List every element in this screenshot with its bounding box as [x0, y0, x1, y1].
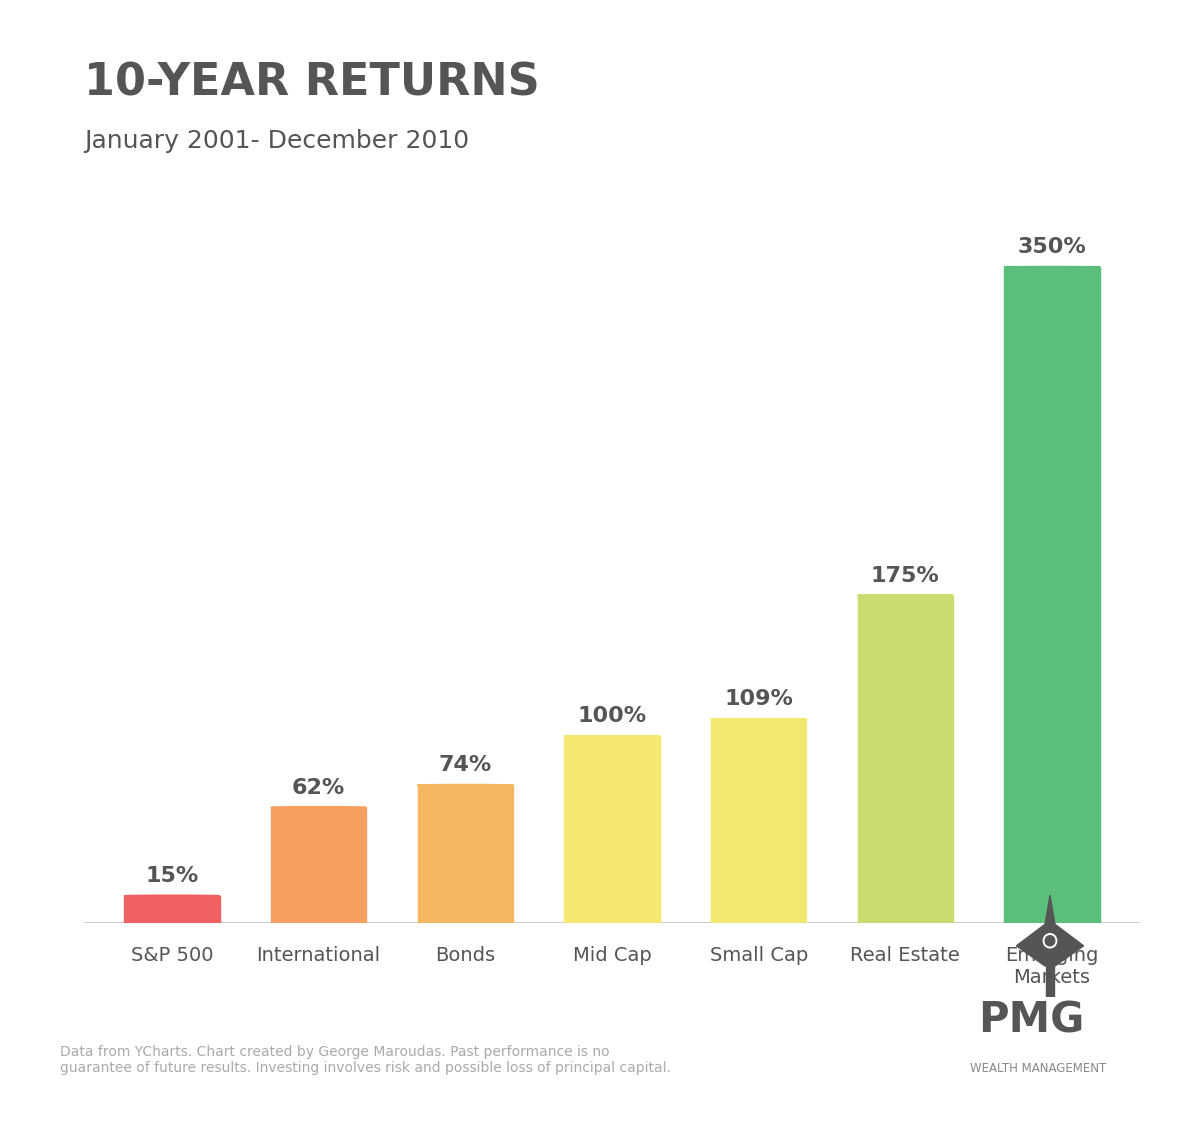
Bar — [858, 596, 953, 923]
Bar — [125, 896, 220, 923]
Circle shape — [1043, 933, 1057, 948]
Text: 350%: 350% — [1018, 238, 1086, 257]
Polygon shape — [1046, 940, 1054, 997]
Bar — [564, 736, 660, 923]
Text: 100%: 100% — [577, 706, 647, 726]
Bar — [710, 720, 806, 923]
Text: 175%: 175% — [871, 565, 940, 586]
Circle shape — [1045, 936, 1055, 946]
Text: Data from YCharts. Chart created by George Maroudas. Past performance is no
guar: Data from YCharts. Chart created by Geor… — [60, 1045, 671, 1075]
Polygon shape — [1043, 895, 1057, 940]
Bar — [1004, 267, 1099, 923]
Text: 15%: 15% — [145, 866, 199, 886]
Bar — [418, 785, 514, 923]
Text: 109%: 109% — [725, 689, 793, 709]
Bar — [271, 807, 366, 923]
Text: International: International — [257, 946, 380, 965]
Text: January 2001- December 2010: January 2001- December 2010 — [84, 129, 469, 153]
Text: 10-YEAR RETURNS: 10-YEAR RETURNS — [84, 62, 540, 105]
Text: 74%: 74% — [439, 756, 492, 775]
Text: Emerging
Markets: Emerging Markets — [1006, 946, 1099, 986]
Text: S&P 500: S&P 500 — [131, 946, 214, 965]
Polygon shape — [1050, 921, 1084, 966]
Text: Bonds: Bonds — [436, 946, 496, 965]
Text: 62%: 62% — [292, 778, 346, 797]
Text: Real Estate: Real Estate — [851, 946, 960, 965]
Text: PMG: PMG — [978, 1000, 1085, 1042]
Text: WEALTH MANAGEMENT: WEALTH MANAGEMENT — [970, 1062, 1106, 1075]
Text: Mid Cap: Mid Cap — [572, 946, 652, 965]
Polygon shape — [1016, 921, 1050, 966]
Text: Small Cap: Small Cap — [709, 946, 808, 965]
